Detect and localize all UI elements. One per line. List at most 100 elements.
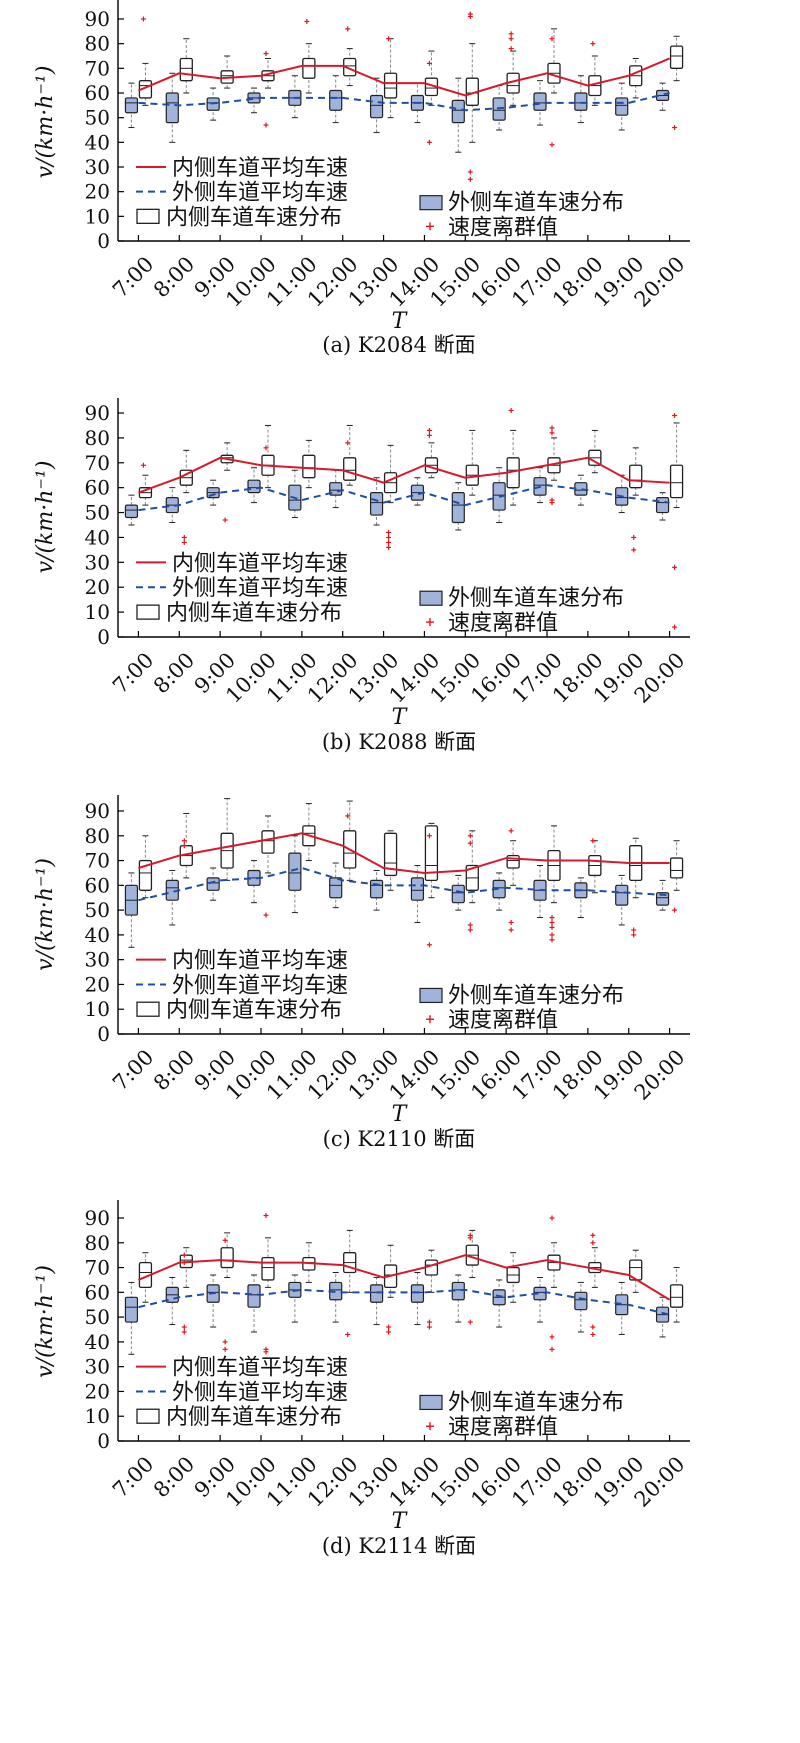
outlier-point — [426, 942, 432, 948]
outlier-point — [508, 408, 514, 414]
y-tick-label: 10 — [85, 600, 110, 624]
outlier-point — [386, 529, 392, 535]
legend-outer-box-swatch — [419, 590, 443, 606]
outlier-point — [549, 915, 555, 921]
outlier-point — [508, 46, 514, 52]
outer-box — [329, 469, 343, 509]
x-axis-label: T — [392, 309, 409, 334]
y-tick-label: 70 — [85, 849, 110, 873]
inner-box — [588, 429, 602, 474]
panel-title: (d) K2114 断面 — [322, 1534, 476, 1558]
outer-box — [206, 1274, 220, 1328]
inner-box — [669, 1267, 684, 1323]
outer-box — [124, 1281, 139, 1355]
y-tick-label: 90 — [85, 1206, 110, 1230]
outer-box-rect — [369, 1284, 384, 1303]
y-tick-label: 60 — [85, 476, 110, 500]
outlier-point — [263, 122, 269, 128]
outlier-point — [467, 927, 473, 933]
outlier-point — [672, 125, 678, 131]
outlier-point — [345, 1331, 351, 1337]
y-tick-label: 60 — [85, 1280, 110, 1304]
outlier-point — [467, 176, 473, 182]
y-tick-label: 90 — [85, 401, 110, 425]
outer-box — [533, 80, 547, 126]
x-tick-label: 7:00 — [108, 648, 158, 698]
inner-box-rect — [220, 1247, 234, 1269]
outlier-point — [508, 927, 514, 933]
inner-box — [138, 1252, 153, 1303]
outlier-point — [386, 544, 392, 550]
outer-box-rect — [615, 97, 629, 116]
outer-box-rect — [206, 877, 220, 891]
outlier-point — [549, 1215, 555, 1221]
inner-box — [424, 50, 439, 106]
outlier-point — [631, 927, 637, 933]
outer-box — [533, 467, 547, 504]
outlier-point — [549, 36, 555, 42]
inner-box — [383, 1244, 398, 1298]
outlier-point — [181, 1329, 187, 1335]
inner-box-rect — [629, 464, 643, 489]
outlier-point — [181, 838, 187, 844]
outer-box — [655, 492, 670, 521]
legend-outer-mean-label: 外侧车道平均车速 — [172, 576, 348, 601]
outer-box-rect — [247, 1284, 261, 1308]
outer-box — [124, 494, 139, 526]
x-axis-label: T — [392, 1509, 409, 1534]
outlier-point — [181, 539, 187, 545]
outer-box-rect — [369, 94, 384, 119]
y-tick-label: 40 — [85, 525, 110, 549]
inner-box-rect — [383, 72, 398, 99]
outlier-point — [467, 1319, 473, 1325]
outer-mean-line — [138, 92, 670, 112]
legend-outer-box-label: 外侧车道车速分布 — [448, 586, 624, 611]
inner-box — [629, 837, 643, 899]
outlier-point — [508, 31, 514, 37]
outlier-point — [672, 907, 678, 913]
outlier-point — [386, 1329, 392, 1335]
outer-box — [410, 477, 425, 506]
outer-box — [288, 75, 302, 119]
inner-box — [547, 437, 561, 481]
y-tick-label: 20 — [85, 1379, 110, 1403]
outlier-point — [631, 534, 637, 540]
y-axis-label: v/(km·h⁻¹) — [33, 461, 58, 574]
outer-box — [247, 467, 261, 504]
outer-box — [165, 869, 179, 926]
outlier-point — [590, 41, 596, 47]
chart-panel-a: 01020304050607080907:008:009:0010:0011:0… — [33, 0, 690, 357]
outlier-point — [140, 462, 146, 468]
y-tick-label: 90 — [85, 799, 110, 823]
y-tick-label: 30 — [85, 948, 110, 972]
outer-box — [655, 1296, 670, 1338]
inner-box-rect — [261, 1256, 275, 1281]
outer-box — [369, 77, 384, 133]
outer-mean-line — [138, 484, 670, 512]
outlier-point — [222, 1237, 228, 1243]
outlier-point — [590, 1232, 596, 1238]
inner-box — [302, 43, 316, 94]
outlier-point — [426, 432, 432, 438]
outlier-point — [263, 445, 269, 451]
outer-box — [574, 1281, 588, 1333]
inner-box-rect — [669, 1284, 684, 1308]
outer-box-rect — [451, 492, 465, 524]
x-tick-label: 7:00 — [108, 252, 158, 302]
outlier-point — [467, 833, 473, 839]
inner-box-rect — [261, 830, 275, 854]
y-tick-label: 60 — [85, 81, 110, 105]
outlier-point — [508, 36, 514, 42]
inner-box — [343, 1229, 357, 1293]
outlier-point — [549, 500, 555, 506]
legend-inner-box-swatch — [136, 1001, 160, 1017]
x-axis-label: T — [392, 705, 409, 730]
legend-inner-mean-label: 内侧车道平均车速 — [172, 1356, 348, 1381]
outer-box-rect — [329, 877, 343, 899]
outer-box — [369, 477, 384, 526]
outer-box — [369, 869, 384, 911]
inner-box — [669, 35, 684, 82]
inner-box — [179, 38, 193, 94]
outlier-point — [263, 1213, 269, 1219]
inner-box — [547, 1242, 561, 1288]
